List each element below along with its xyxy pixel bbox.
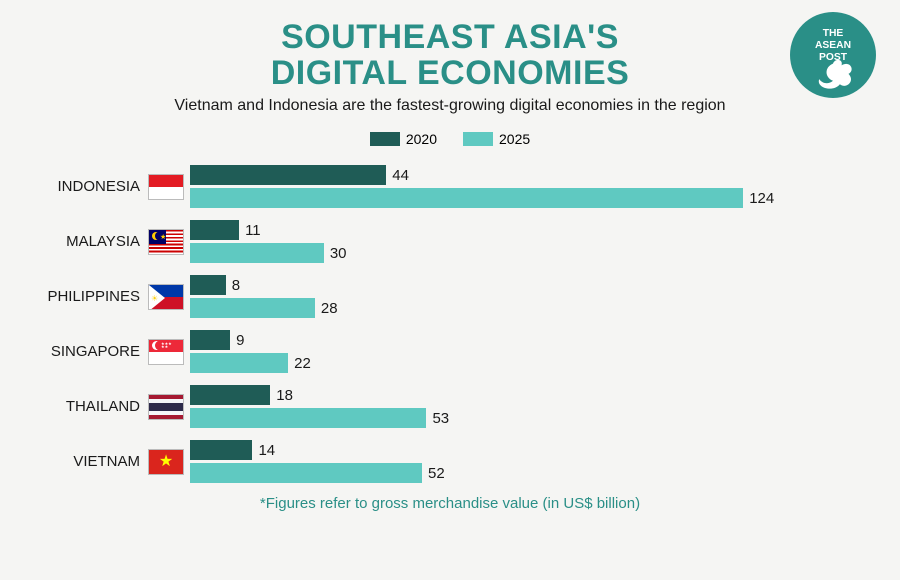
flag-singapore: ★★★★★ [148, 339, 184, 365]
bar-group: 14 52 [184, 440, 900, 483]
bar-2020: 18 [190, 385, 900, 405]
bar-2025-rect [190, 353, 288, 373]
chart-row: THAILAND 18 53 [30, 385, 900, 428]
bar-2025-value: 52 [428, 465, 445, 482]
country-label: MALAYSIA [30, 233, 148, 250]
flag-indonesia [148, 174, 184, 200]
bar-2025-value: 28 [321, 300, 338, 317]
bar-2025: 28 [190, 298, 900, 318]
country-label: THAILAND [30, 398, 148, 415]
country-label: PHILIPPINES [30, 288, 148, 305]
bar-2020-value: 14 [258, 442, 275, 459]
bar-2020: 44 [190, 165, 900, 185]
legend-swatch-2020 [370, 132, 400, 146]
chart-row: VIETNAM ★ 14 52 [30, 440, 900, 483]
bar-2020-rect [190, 440, 252, 460]
bar-2025-value: 22 [294, 355, 311, 372]
chart-row: MALAYSIA ★ 11 30 [30, 220, 900, 263]
legend-label-2020: 2020 [406, 131, 437, 147]
svg-text:THE: THE [823, 28, 844, 39]
bar-2020-rect [190, 385, 270, 405]
chart-subtitle: Vietnam and Indonesia are the fastest-gr… [0, 97, 900, 115]
legend-item-2025: 2025 [463, 131, 530, 147]
country-label: INDONESIA [30, 178, 148, 195]
chart-row: INDONESIA 44 124 [30, 165, 900, 208]
country-label: VIETNAM [30, 453, 148, 470]
svg-text:POST: POST [819, 52, 848, 63]
bar-2020-rect [190, 165, 386, 185]
bar-2020-value: 18 [276, 387, 293, 404]
flag-vietnam: ★ [148, 449, 184, 475]
bar-2025: 53 [190, 408, 900, 428]
bar-group: 11 30 [184, 220, 900, 263]
bar-group: 8 28 [184, 275, 900, 318]
bar-2020-value: 8 [232, 277, 240, 294]
bar-2025-rect [190, 298, 315, 318]
bar-2025-value: 53 [432, 410, 449, 427]
bar-2025-rect [190, 408, 426, 428]
chart-row: SINGAPORE ★★★★★ 9 22 [30, 330, 900, 373]
flag-malaysia: ★ [148, 229, 184, 255]
bar-2020-value: 11 [245, 222, 261, 239]
bar-2025-rect [190, 188, 743, 208]
bar-2020-rect [190, 275, 226, 295]
bar-2020: 9 [190, 330, 900, 350]
bar-2025: 52 [190, 463, 900, 483]
bar-2020: 8 [190, 275, 900, 295]
footnote: *Figures refer to gross merchandise valu… [0, 495, 900, 512]
legend: 2020 2025 [0, 131, 900, 147]
bar-2025-value: 124 [749, 190, 774, 207]
flag-philippines: ☀ [148, 284, 184, 310]
legend-label-2025: 2025 [499, 131, 530, 147]
bar-2025-value: 30 [330, 245, 347, 262]
bar-2020-value: 9 [236, 332, 244, 349]
bar-group: 18 53 [184, 385, 900, 428]
country-label: SINGAPORE [30, 343, 148, 360]
bar-2020-value: 44 [392, 167, 409, 184]
bar-2025: 30 [190, 243, 900, 263]
bar-2020: 14 [190, 440, 900, 460]
bar-2020: 11 [190, 220, 900, 240]
bar-2025-rect [190, 243, 324, 263]
chart-title: SOUTHEAST ASIA'SDIGITAL ECONOMIES [0, 0, 900, 91]
bar-2025: 124 [190, 188, 900, 208]
svg-text:ASEAN: ASEAN [815, 40, 851, 51]
bar-group: 44 124 [184, 165, 900, 208]
bar-2025-rect [190, 463, 422, 483]
chart-row: PHILIPPINES ☀ 8 28 [30, 275, 900, 318]
brand-logo: THE ASEAN POST [790, 12, 876, 98]
flag-thailand [148, 394, 184, 420]
bar-chart: INDONESIA 44 124 MALAYSIA ★ 11 30 [0, 165, 900, 483]
bar-2025: 22 [190, 353, 900, 373]
legend-swatch-2025 [463, 132, 493, 146]
legend-item-2020: 2020 [370, 131, 437, 147]
bar-2020-rect [190, 330, 230, 350]
bar-group: 9 22 [184, 330, 900, 373]
bar-2020-rect [190, 220, 239, 240]
brand-logo-svg: THE ASEAN POST [790, 12, 876, 98]
